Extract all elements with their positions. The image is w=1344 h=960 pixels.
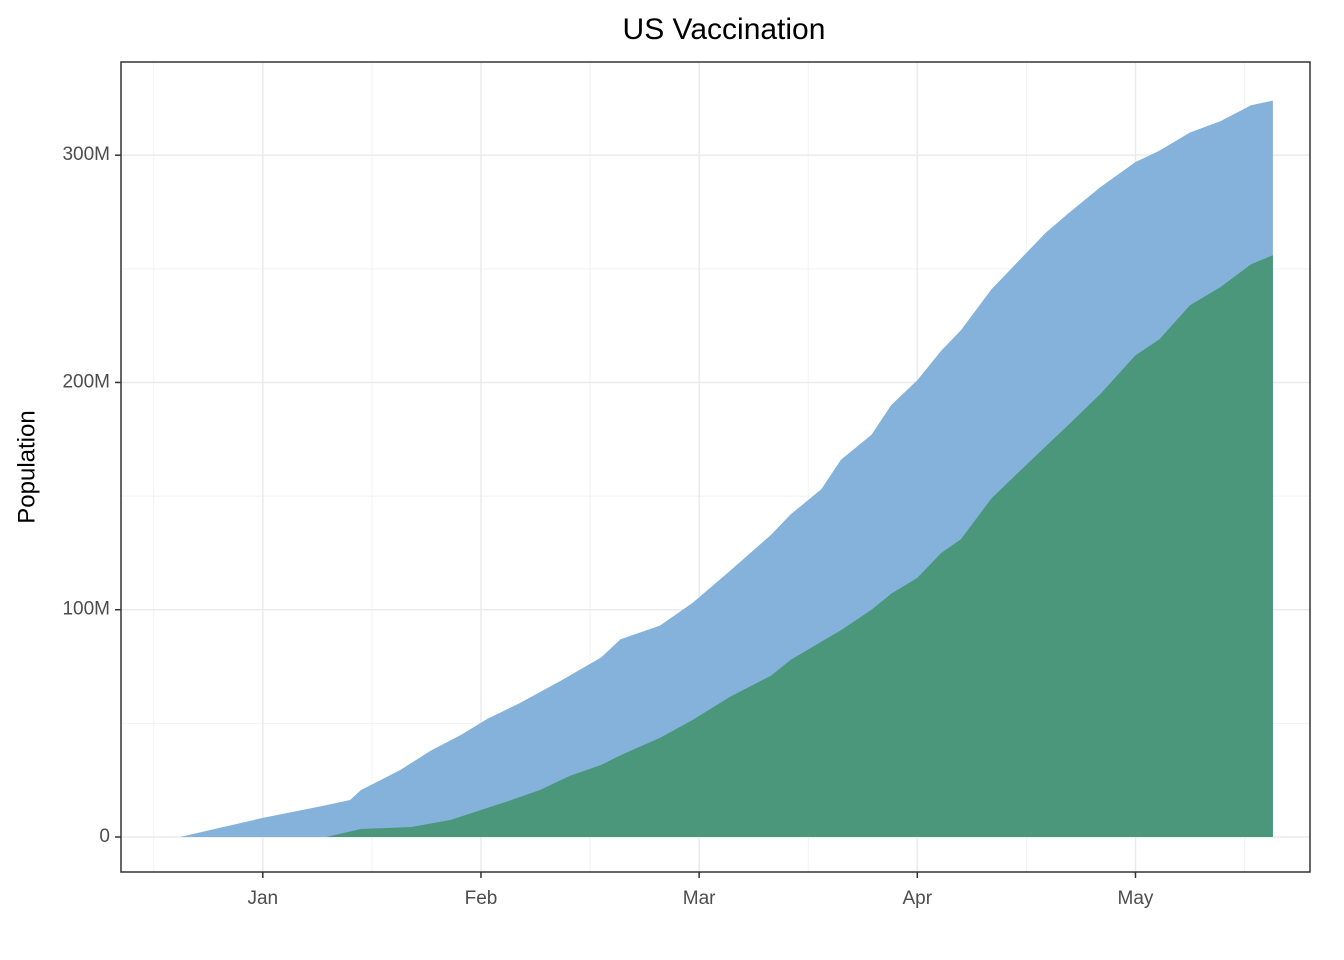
area: [326, 255, 1273, 837]
plot-areas: [179, 100, 1273, 838]
y-tick-label: 200M: [62, 371, 110, 392]
y-axis-title: Population: [13, 410, 40, 523]
panel-border: [120, 61, 1311, 873]
y-tick-label: 0: [99, 826, 110, 847]
x-tick-label: May: [1118, 888, 1154, 909]
x-tick-label: Jan: [247, 888, 278, 909]
y-tick-label: 300M: [62, 144, 110, 165]
axes: 0 100M 200M 300M Jan Feb Mar Apr May: [62, 144, 1153, 909]
x-tick-label: Apr: [903, 888, 933, 909]
x-tick-label: Mar: [683, 888, 716, 909]
y-tick-label: 100M: [62, 599, 110, 620]
x-tick-label: Feb: [465, 888, 498, 909]
chart-title: US Vaccination: [623, 13, 826, 46]
